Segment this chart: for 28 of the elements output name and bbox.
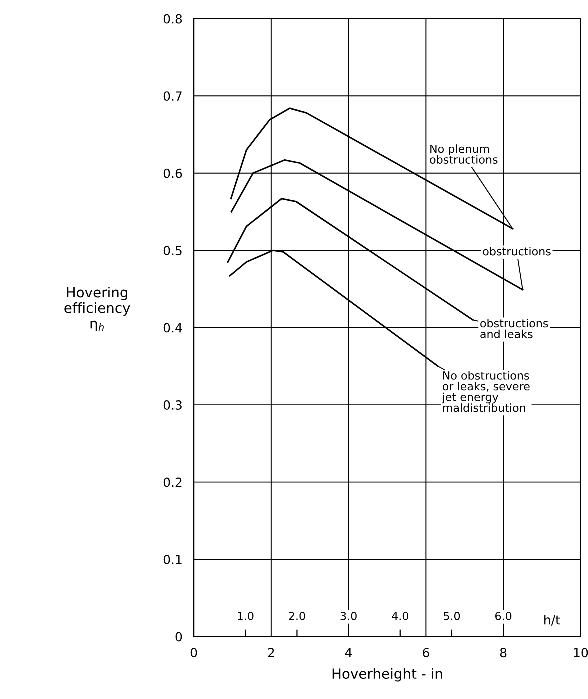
y-tick-label: 0.4 — [164, 323, 182, 333]
x-axis-title: Hoverheight - in — [332, 668, 442, 682]
y-tick-label: 0.1 — [164, 555, 182, 564]
y-tick-label: 0 — [176, 632, 182, 642]
x2-tick-label: 1.0 — [238, 612, 254, 620]
annotation: No obstructions or leaks, severe jet energy maldistribution — [442, 371, 530, 412]
y-tick-label: 0.8 — [164, 14, 182, 24]
x2-tick-label: 4.0 — [392, 612, 408, 620]
y-tick-label: 0.5 — [164, 246, 182, 256]
x2-tick-label: 2.0 — [289, 612, 306, 620]
annotation: obstructions and leaks — [480, 319, 548, 338]
x-tick-label: 2 — [268, 648, 274, 658]
x-tick-label: 4 — [345, 648, 352, 658]
x-tick-label: 10 — [574, 648, 588, 658]
annotation: obstructions — [483, 247, 551, 256]
x-tick-label: 8 — [500, 648, 507, 658]
x2-tick-label: 3.0 — [340, 612, 357, 620]
x2-tick-label: 6.0 — [496, 612, 512, 620]
y-tick-label: 0.6 — [164, 168, 182, 178]
x-tick-label: 6 — [423, 648, 430, 658]
y-axis-title: Hovering efficiency η$_{h}$ — [64, 287, 130, 332]
y-tick-label: 0.3 — [164, 400, 182, 410]
y-tick-label: 0.2 — [164, 478, 182, 488]
x2-axis-title: h/t — [544, 615, 560, 626]
x2-tick-label: 5.0 — [444, 612, 460, 620]
y-tick-label: 0.7 — [164, 92, 182, 102]
annotation: No plenum obstructions — [430, 144, 498, 164]
x-tick-label: 0 — [190, 648, 198, 658]
